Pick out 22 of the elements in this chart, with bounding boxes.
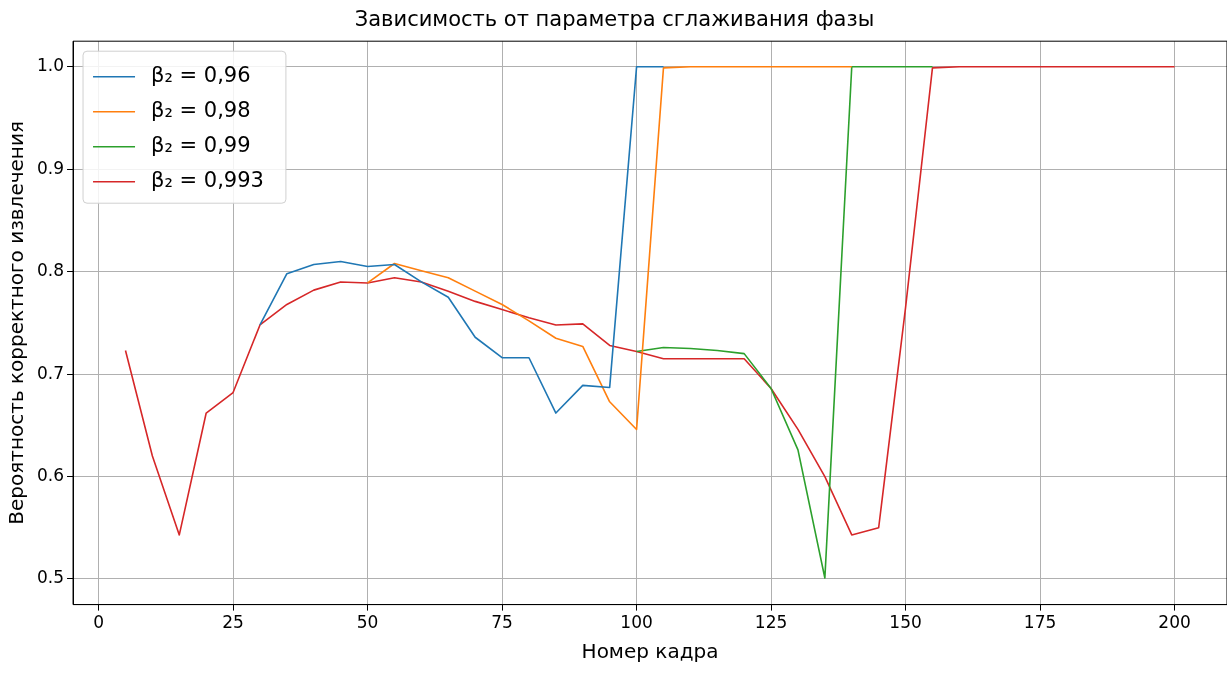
x-tick-label: 25 [222, 612, 244, 633]
y-tick-label: 0.7 [36, 362, 65, 383]
legend-label: β₂ = 0,96 [151, 63, 251, 88]
y-tick-label: 0.5 [36, 567, 65, 588]
x-tick-label: 75 [491, 612, 513, 633]
legend-label: β₂ = 0,993 [151, 168, 264, 193]
x-tick-label: 0 [93, 612, 104, 633]
legend-label: β₂ = 0,99 [151, 133, 251, 158]
x-axis-title: Номер кадра [581, 639, 719, 664]
x-tick-label: 125 [754, 612, 788, 633]
x-tick-label: 175 [1023, 612, 1057, 633]
legend-label: β₂ = 0,98 [151, 98, 251, 123]
y-tick-label: 0.9 [36, 157, 65, 178]
y-tick-label: 0.8 [36, 260, 65, 281]
chart-title: Зависимость от параметра сглаживания фазы [354, 7, 875, 32]
x-tick-label: 150 [889, 612, 922, 633]
y-tick-label: 0.6 [36, 464, 65, 485]
y-tick-label: 1.0 [36, 55, 65, 76]
y-axis-title: Вероятность корректного извлечения [4, 121, 29, 525]
x-tick-label: 50 [356, 612, 379, 633]
x-tick-label: 200 [1158, 612, 1191, 633]
x-tick-label: 100 [620, 612, 653, 633]
